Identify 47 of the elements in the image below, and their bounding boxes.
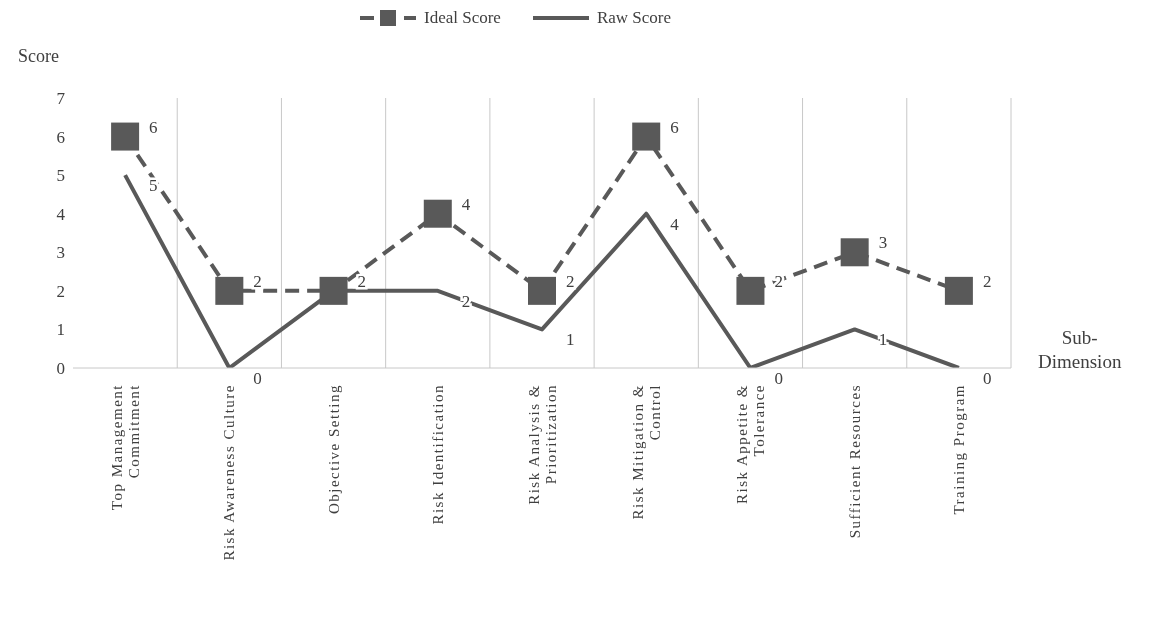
point <box>736 276 765 305</box>
data-label: 2 <box>357 271 367 291</box>
point <box>632 122 661 151</box>
data-label: 5 <box>149 176 158 196</box>
y-tick-label: 2 <box>56 281 65 301</box>
y-tick-label: 6 <box>56 127 65 147</box>
legend-label: Raw Score <box>596 8 672 28</box>
x-tick-label: Risk Awareness Culture <box>221 384 238 561</box>
point <box>319 276 348 305</box>
data-label: 2 <box>982 271 992 291</box>
y-tick-label: 7 <box>56 89 66 109</box>
line-series <box>123 173 961 368</box>
data-label: 6 <box>670 117 679 137</box>
y-axis-title: Score <box>18 46 59 67</box>
data-label: 1 <box>566 330 575 350</box>
x-tick-label: Training Program <box>950 384 967 515</box>
y-tick-label: 3 <box>56 243 65 263</box>
data-label: 0 <box>253 369 262 388</box>
x-tick-label: Objective Setting <box>325 384 342 515</box>
y-tick-label: 1 <box>56 320 65 340</box>
data-label: 1 <box>878 330 888 350</box>
point <box>840 238 869 267</box>
data-label: 4 <box>461 194 471 214</box>
x-tick-label: Sufficient Resources <box>846 384 863 539</box>
point <box>944 276 973 305</box>
x-tick-label: Risk Analysis & Prioritization <box>525 384 559 505</box>
point <box>111 122 140 151</box>
data-label: 2 <box>253 271 262 291</box>
x-axis-title: Sub-Dimension <box>1038 326 1122 374</box>
x-tick-label: Risk Identification <box>429 384 446 525</box>
point <box>215 276 244 305</box>
x-tick-label: Risk Mitigation & Control <box>629 384 663 520</box>
data-label: 2 <box>566 271 575 291</box>
data-label: 6 <box>149 117 158 137</box>
x-tick-label: Risk Appetite & Tolerance <box>733 384 767 504</box>
x-tick-label: Top Management Commitment <box>108 384 142 511</box>
data-label: 3 <box>878 233 888 253</box>
point <box>528 276 556 305</box>
legend-label: Ideal Score <box>423 8 501 28</box>
y-tick-label: 0 <box>56 359 65 379</box>
data-label: 0 <box>774 369 783 388</box>
data-label: 2 <box>774 271 783 291</box>
data-label: 0 <box>982 369 992 388</box>
y-tick-label: 5 <box>56 166 65 186</box>
point <box>423 199 452 228</box>
y-tick-label: 4 <box>56 204 66 224</box>
data-label: 4 <box>670 214 680 234</box>
